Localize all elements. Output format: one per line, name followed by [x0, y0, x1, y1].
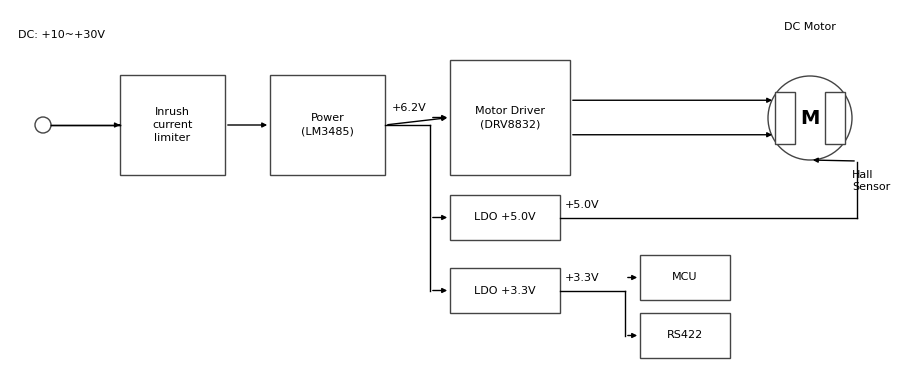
Text: M: M [801, 108, 820, 128]
Circle shape [768, 76, 852, 160]
Text: Hall
Sensor: Hall Sensor [852, 170, 890, 193]
Bar [640, 313, 730, 358]
Bar [450, 268, 560, 313]
Text: DC: +10~+30V: DC: +10~+30V [18, 30, 105, 40]
Text: Motor Driver
(DRV8832): Motor Driver (DRV8832) [475, 106, 545, 129]
Text: +5.0V: +5.0V [565, 200, 600, 210]
Text: Power
(LM3485): Power (LM3485) [301, 114, 354, 137]
Text: Inrush
current
limiter: Inrush current limiter [152, 107, 192, 143]
Bar [450, 60, 570, 175]
Text: +6.2V: +6.2V [392, 103, 427, 113]
Bar [775, 92, 795, 144]
Text: MCU: MCU [672, 273, 698, 282]
Circle shape [35, 117, 51, 133]
Bar [450, 195, 560, 240]
Text: LDO +5.0V: LDO +5.0V [474, 213, 536, 223]
Text: RS422: RS422 [667, 331, 703, 341]
Bar [120, 75, 225, 175]
Bar [825, 92, 845, 144]
Text: +3.3V: +3.3V [565, 273, 600, 283]
Bar [640, 255, 730, 300]
Text: LDO +3.3V: LDO +3.3V [474, 286, 536, 295]
Bar [270, 75, 385, 175]
Text: DC Motor: DC Motor [784, 22, 836, 32]
